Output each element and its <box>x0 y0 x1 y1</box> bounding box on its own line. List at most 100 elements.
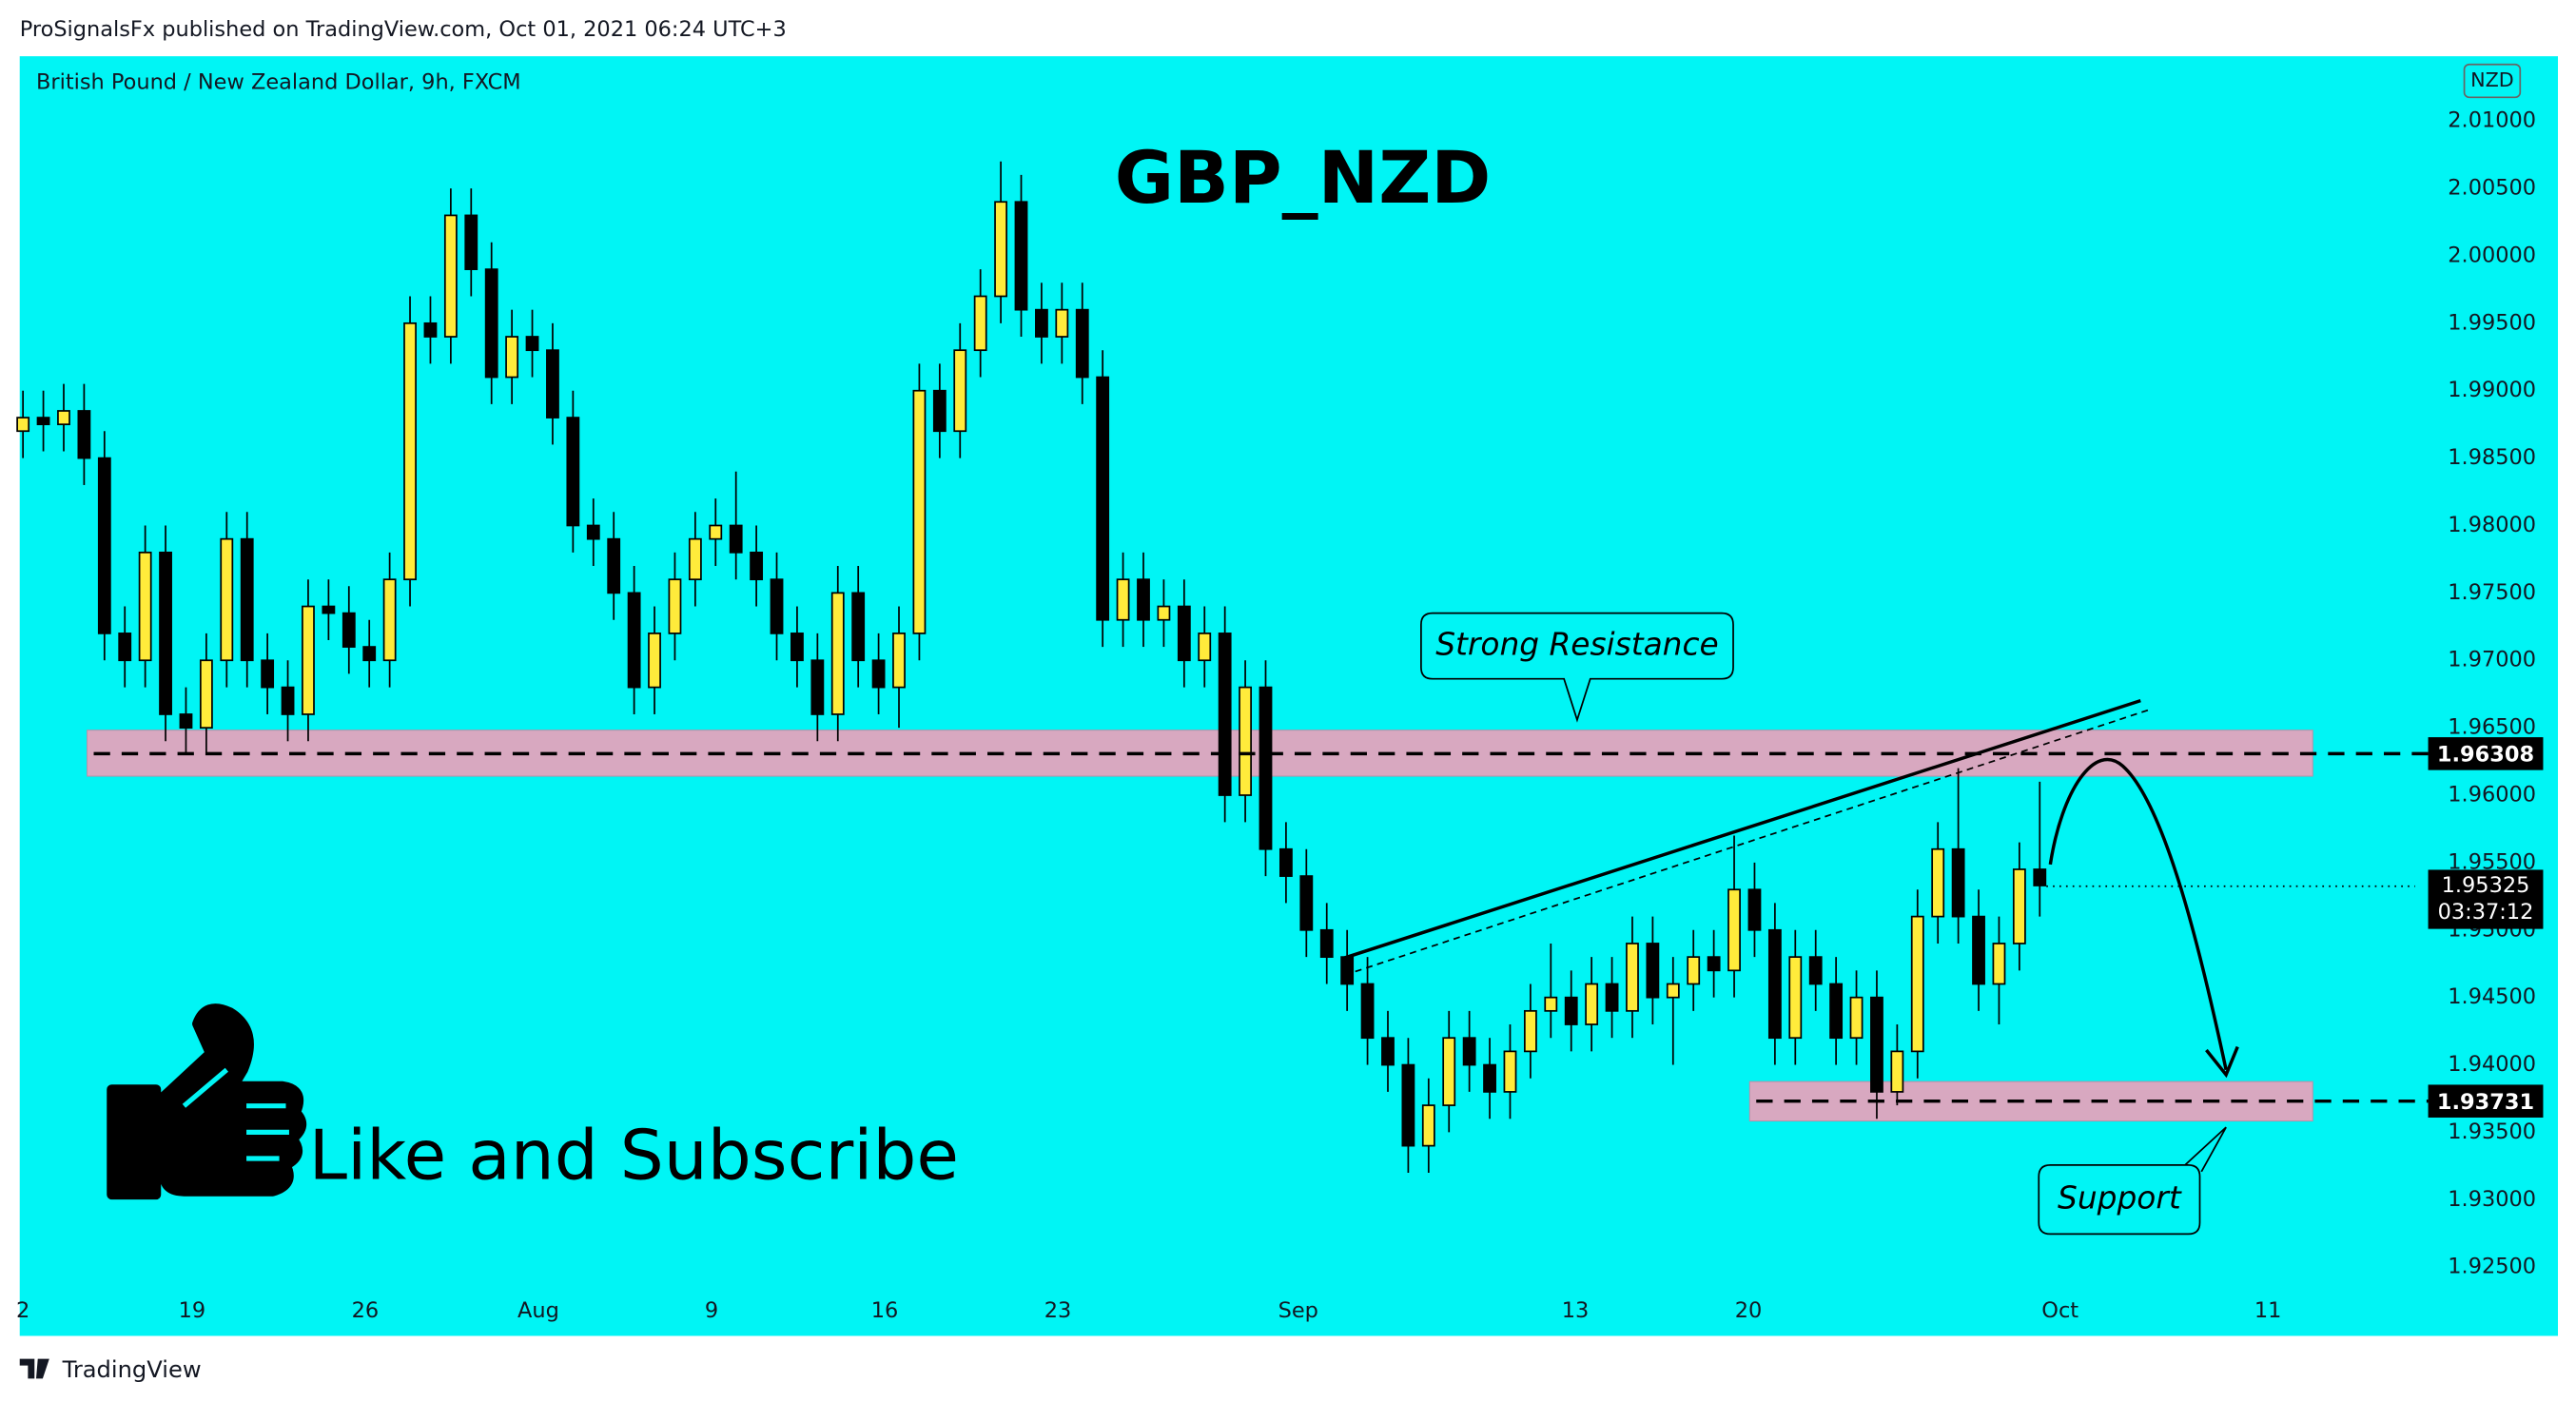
candle-body <box>566 417 580 527</box>
y-tick-label: 1.94000 <box>2448 1052 2536 1077</box>
candle-body <box>97 457 111 634</box>
candle-body <box>830 592 845 715</box>
candle-body <box>1910 915 1924 1053</box>
x-tick-label: 23 <box>1044 1298 1072 1323</box>
candle-body <box>240 537 254 662</box>
y-tick-label: 2.00500 <box>2448 176 2536 201</box>
resistance-callout <box>1420 612 1734 723</box>
candle-body <box>546 349 559 419</box>
candle-body <box>342 612 356 648</box>
candle-body <box>261 659 275 689</box>
x-tick-label: 11 <box>2254 1298 2282 1323</box>
candle-body <box>892 633 906 689</box>
x-tick-label: 9 <box>705 1298 718 1323</box>
footer-brand: TradingView <box>62 1356 202 1383</box>
candle-body <box>1483 1063 1496 1093</box>
candle-body <box>322 605 336 614</box>
candle-body <box>668 578 682 634</box>
candle-body <box>1870 996 1883 1093</box>
candle-body <box>57 410 70 426</box>
candle-body <box>1849 996 1864 1040</box>
y-tick-label: 1.92500 <box>2448 1255 2536 1279</box>
y-tick-label: 2.00000 <box>2448 243 2536 267</box>
candle-body <box>484 268 498 379</box>
candle-body <box>648 633 661 689</box>
candle-body <box>1157 605 1171 621</box>
candle-body <box>118 633 132 662</box>
level-label: 1.96308 <box>2437 743 2534 768</box>
candle-body <box>1687 956 1701 985</box>
currency-badge <box>2463 63 2522 99</box>
support-label: Support <box>2058 1180 2182 1217</box>
last-price-box <box>2428 869 2544 929</box>
support-callout <box>2038 1126 2227 1236</box>
candle-body <box>750 551 764 581</box>
candle-body <box>16 417 30 433</box>
x-tick-label: Sep <box>1278 1298 1318 1323</box>
candle-body <box>607 537 621 594</box>
candle-body <box>138 551 152 662</box>
candle-body <box>770 578 784 634</box>
thumbs-up-detail <box>182 1067 289 1161</box>
candle-body <box>1890 1050 1904 1093</box>
candle-body <box>932 389 946 433</box>
candle-body <box>1137 578 1150 621</box>
candle-body <box>1707 956 1721 972</box>
plot-background <box>19 56 2559 1336</box>
candle-body <box>1198 633 1212 662</box>
candle-body <box>1421 1104 1435 1147</box>
level-label-box <box>2428 737 2544 770</box>
candle-body <box>1116 578 1130 621</box>
y-tick-label: 1.93500 <box>2448 1120 2536 1144</box>
y-tick-label: 1.97000 <box>2448 648 2536 672</box>
y-tick-label: 1.97500 <box>2448 580 2536 605</box>
y-tick-label: 1.94500 <box>2448 984 2536 1009</box>
candle-body <box>1442 1037 1456 1106</box>
candle-body <box>1605 983 1619 1012</box>
candle-body <box>1951 847 1965 918</box>
candle-body <box>709 524 723 540</box>
y-tick-label: 1.98500 <box>2448 445 2536 470</box>
candle-body <box>1829 983 1844 1040</box>
x-tick-label: 2 <box>16 1298 29 1323</box>
candle-body <box>1788 956 1803 1040</box>
candle-body <box>871 659 886 689</box>
trendline <box>1342 698 2141 961</box>
candle-body <box>851 592 866 662</box>
candle-body <box>973 295 987 352</box>
candle-body <box>953 349 967 433</box>
thumbs-up-icon <box>107 1003 307 1200</box>
candle-body <box>525 336 539 352</box>
y-tick-label: 1.96500 <box>2448 715 2536 740</box>
candle-body <box>1747 888 1762 931</box>
candle-body <box>1503 1050 1517 1093</box>
level-label: 1.93731 <box>2437 1090 2534 1115</box>
candle-body <box>1340 956 1355 985</box>
candle-body <box>159 551 172 715</box>
y-tick-label: 1.93000 <box>2448 1187 2536 1212</box>
publisher-line: ProSignalsFx published on TradingView.co… <box>20 17 787 42</box>
y-tick-label: 1.96000 <box>2448 783 2536 808</box>
currency: NZD <box>2470 68 2514 91</box>
candle-body <box>810 659 825 715</box>
x-tick-label: Oct <box>2041 1298 2078 1323</box>
x-tick-label: 26 <box>352 1298 380 1323</box>
level-label-box <box>2428 1084 2544 1118</box>
candle-body <box>1299 875 1314 931</box>
x-tick-label: 19 <box>179 1298 206 1323</box>
candle-body <box>220 537 234 662</box>
candle-body <box>2033 868 2047 886</box>
candle-body <box>1564 996 1578 1025</box>
candle-body <box>1381 1037 1395 1066</box>
candle-body <box>505 336 519 379</box>
countdown-label: 03:37:12 <box>2438 900 2534 925</box>
candle-body <box>1544 996 1558 1012</box>
candle-body <box>1972 915 1985 985</box>
candle-body <box>1218 633 1232 796</box>
last-price-label: 1.95325 <box>2442 873 2530 898</box>
candle-body <box>2012 868 2026 944</box>
y-tick-label: 1.99500 <box>2448 310 2536 335</box>
candle-body <box>36 417 50 426</box>
